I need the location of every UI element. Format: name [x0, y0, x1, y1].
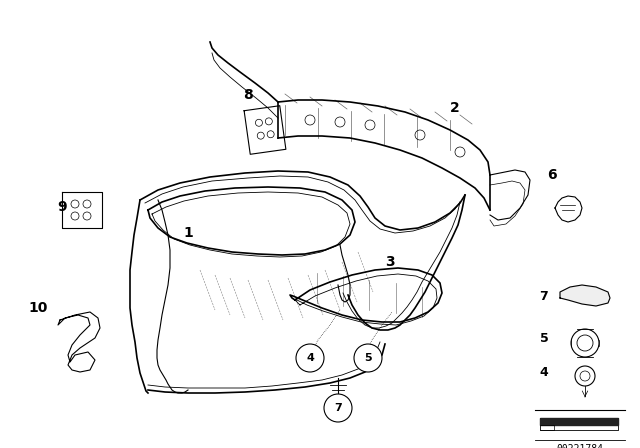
Text: 5: 5	[364, 353, 372, 363]
Text: 1: 1	[183, 226, 193, 240]
Text: 00221784: 00221784	[557, 444, 604, 448]
Text: 10: 10	[28, 301, 48, 315]
Text: 7: 7	[540, 289, 548, 302]
Text: 8: 8	[243, 88, 253, 102]
Text: 7: 7	[334, 403, 342, 413]
Text: 6: 6	[547, 168, 557, 182]
Polygon shape	[540, 418, 618, 425]
Circle shape	[324, 394, 352, 422]
Text: 9: 9	[57, 200, 67, 214]
Text: 2: 2	[450, 101, 460, 115]
Circle shape	[296, 344, 324, 372]
Polygon shape	[560, 285, 610, 306]
Text: 5: 5	[540, 332, 548, 345]
Text: 4: 4	[306, 353, 314, 363]
Text: 4: 4	[540, 366, 548, 379]
Text: 3: 3	[385, 255, 395, 269]
Circle shape	[354, 344, 382, 372]
